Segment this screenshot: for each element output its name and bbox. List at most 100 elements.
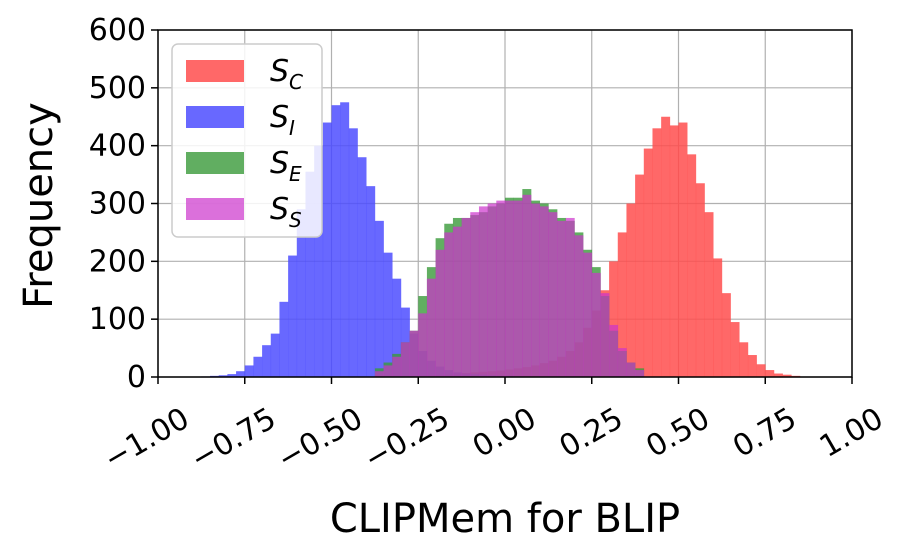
bar — [730, 322, 740, 377]
bar — [661, 116, 671, 377]
bar — [548, 212, 558, 377]
bar — [721, 293, 731, 377]
bar — [331, 105, 341, 377]
bar — [227, 374, 237, 377]
legend-label-sub: E — [289, 162, 302, 186]
bar — [262, 345, 272, 377]
bar — [505, 200, 514, 377]
bar — [591, 272, 601, 377]
x-axis-label: CLIPMem for BLIP — [330, 496, 680, 542]
bar — [669, 125, 679, 377]
bar — [773, 373, 783, 377]
bar — [626, 362, 636, 377]
bar — [739, 342, 749, 377]
bar — [366, 186, 376, 377]
bar — [557, 220, 567, 377]
bar — [374, 220, 384, 377]
bar — [296, 209, 306, 377]
bar — [583, 252, 593, 377]
legend-label-main: S — [270, 100, 289, 135]
legend-label-sub: I — [289, 116, 295, 140]
legend-label-sub: C — [289, 70, 303, 94]
y-axis-ticks: 0 100 200 300 400 500 600 — [89, 13, 158, 395]
bar — [695, 183, 705, 377]
y-tick-label: 200 — [89, 244, 146, 279]
bar — [531, 203, 540, 377]
bar — [522, 194, 532, 377]
x-tick-label: −0.75 — [185, 401, 282, 477]
legend-swatch — [186, 106, 244, 128]
bar — [305, 171, 315, 377]
bar — [478, 206, 488, 377]
x-tick-label: −1.00 — [98, 401, 195, 477]
bar — [617, 232, 627, 377]
bar — [513, 200, 523, 377]
series-SS-bars — [374, 194, 645, 377]
bar — [713, 258, 723, 377]
bar — [340, 102, 350, 378]
x-tick-label: −0.25 — [358, 401, 455, 477]
bar — [678, 122, 688, 378]
y-axis-label: Frequency — [16, 102, 62, 309]
bar — [600, 293, 610, 377]
legend-swatch — [186, 198, 244, 220]
bar — [756, 364, 766, 377]
bar — [626, 203, 636, 377]
y-tick-label: 600 — [89, 13, 146, 48]
bar — [609, 261, 619, 377]
x-tick-label: 0.00 — [467, 401, 542, 465]
bar — [383, 252, 393, 377]
bar — [418, 313, 428, 377]
x-tick-label: 1.00 — [814, 401, 889, 465]
bar — [426, 278, 436, 377]
bar — [279, 301, 289, 377]
bar — [609, 324, 619, 377]
bar — [236, 371, 246, 377]
y-tick-label: 100 — [89, 302, 146, 337]
bar — [288, 255, 298, 377]
x-tick-label: 0.75 — [727, 401, 802, 465]
bar — [444, 232, 454, 377]
bar — [765, 370, 775, 377]
y-tick-label: 300 — [89, 187, 146, 222]
bar — [322, 122, 332, 378]
x-tick-label: 0.50 — [640, 401, 715, 465]
legend-entry-label: SC — [270, 54, 303, 94]
legend-label-sub: S — [289, 208, 302, 232]
bar — [435, 249, 445, 377]
bar — [244, 365, 254, 377]
legend-box — [171, 43, 323, 238]
legend-swatch — [186, 152, 244, 174]
bar — [218, 375, 228, 377]
bar — [565, 217, 575, 377]
bar — [392, 356, 402, 377]
bar — [392, 278, 402, 377]
bar — [635, 370, 645, 377]
bar — [652, 128, 662, 377]
legend-label-main: S — [270, 192, 289, 227]
bar — [704, 212, 714, 377]
bar — [400, 342, 410, 377]
bar — [461, 217, 471, 377]
bar — [687, 154, 697, 377]
bar — [374, 371, 384, 377]
bar — [253, 356, 263, 377]
y-tick-label: 500 — [89, 71, 146, 106]
bar — [314, 145, 324, 377]
bar — [617, 348, 627, 377]
x-tick-label: 0.25 — [554, 401, 629, 465]
bar — [270, 333, 280, 377]
bar — [383, 365, 393, 377]
legend-entry-label: SE — [270, 146, 302, 186]
bar — [409, 330, 419, 377]
legend-entry-label: SI — [270, 100, 295, 140]
bar — [574, 235, 584, 377]
legend-label-main: S — [270, 146, 289, 181]
bar — [357, 157, 367, 377]
x-tick-label: −0.50 — [272, 401, 369, 477]
bar — [496, 200, 506, 377]
y-tick-label: 0 — [127, 360, 146, 395]
bar — [782, 374, 792, 377]
x-axis-ticks: −1.00−0.75−0.50−0.25 0.00 0.25 0.50 0.75 1.00 — [98, 377, 889, 477]
